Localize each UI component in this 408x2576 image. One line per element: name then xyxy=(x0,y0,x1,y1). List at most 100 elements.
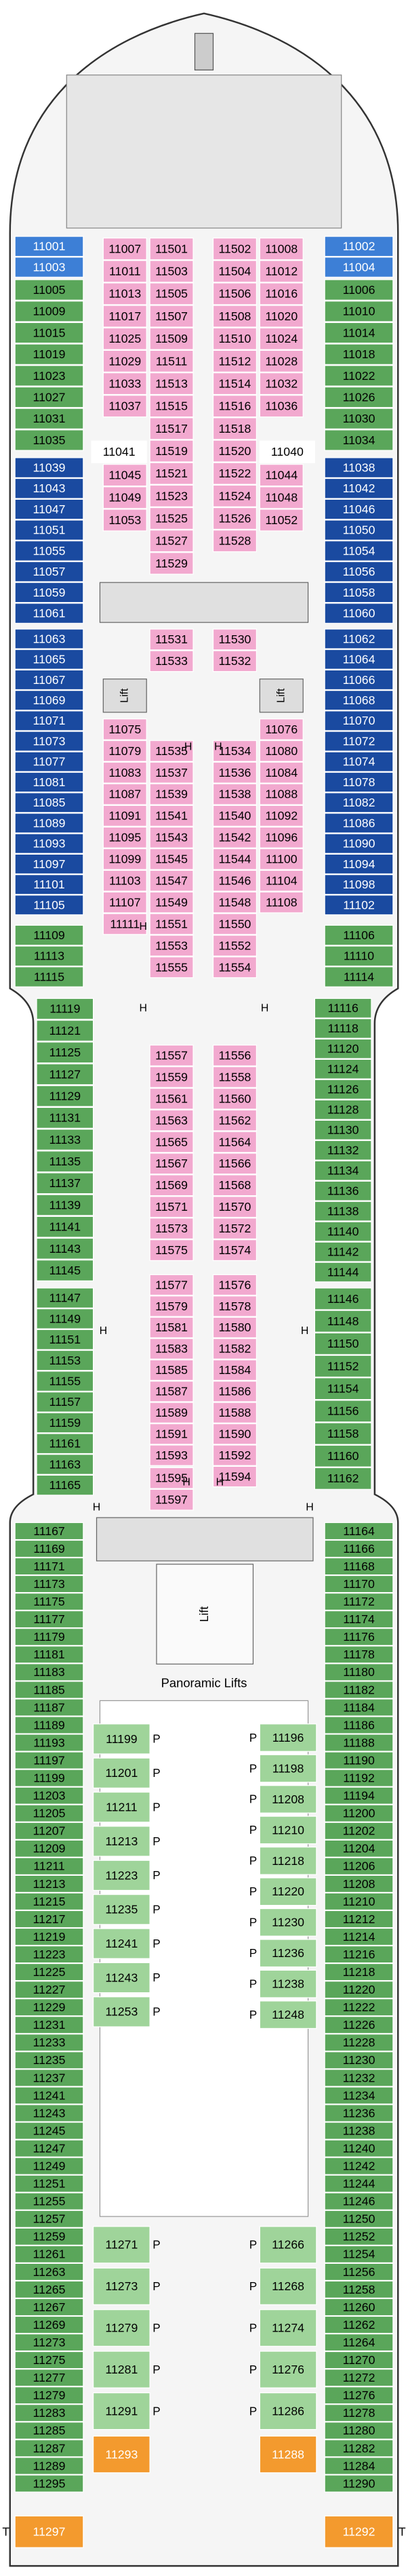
cabin-number: 11129 xyxy=(49,1089,81,1102)
cabin-number: 11567 xyxy=(155,1157,188,1170)
cabin-number: 11209 xyxy=(33,1842,66,1855)
cabin-number: 11293 xyxy=(105,2447,138,2461)
cabin-number: 11229 xyxy=(33,2000,66,2014)
cabin-number: 11217 xyxy=(33,1912,66,1926)
cabin xyxy=(324,1822,394,1840)
cabin-number: 11218 xyxy=(272,1854,304,1868)
cabin-number: 11218 xyxy=(343,1965,375,1979)
cabin-number: 11503 xyxy=(155,265,188,278)
cabin-number: 11115 xyxy=(34,970,64,983)
cabin-number: 11215 xyxy=(33,1895,66,1908)
cabin xyxy=(259,1846,317,1875)
cabin-number: 11222 xyxy=(343,2000,375,2014)
cabin xyxy=(14,301,84,322)
cabin xyxy=(212,650,258,672)
cabin-number: 11127 xyxy=(49,1067,81,1081)
cabin-number: 11202 xyxy=(343,1824,375,1838)
cabin xyxy=(212,439,258,463)
cabin-number: 11143 xyxy=(49,1242,81,1255)
cabin-number: 11210 xyxy=(272,1823,304,1837)
cabin xyxy=(259,1969,317,1998)
cabin xyxy=(259,1877,317,1906)
cabin xyxy=(324,2122,394,2140)
cabin xyxy=(14,2404,84,2422)
cabin xyxy=(324,2210,394,2228)
cabin xyxy=(14,1998,84,2017)
cabin xyxy=(259,305,304,328)
cabin xyxy=(314,1287,372,1310)
cabin-number: 11242 xyxy=(343,2160,375,2173)
cabin xyxy=(14,257,84,278)
cabin-number: 11272 xyxy=(343,2371,375,2384)
cabin-number: 11288 xyxy=(272,2447,304,2461)
cabin-number: 11090 xyxy=(343,837,375,851)
cabin xyxy=(324,1698,394,1717)
cabin xyxy=(102,237,147,261)
pool-marker: P xyxy=(152,2363,160,2376)
cabin-number: 11531 xyxy=(155,632,188,646)
cabin xyxy=(149,1423,194,1445)
cabin xyxy=(14,2122,84,2140)
cabin-number: 11155 xyxy=(49,1375,81,1388)
cabin xyxy=(14,895,84,916)
cabin-number: 11063 xyxy=(33,632,66,645)
cabin xyxy=(149,826,194,849)
cabin xyxy=(14,2245,84,2264)
lift-shaft xyxy=(259,679,304,713)
cabin-number: 11139 xyxy=(49,1198,81,1211)
cabin xyxy=(324,2104,394,2122)
cabin xyxy=(314,1221,372,1242)
stairs xyxy=(99,582,309,623)
cabin xyxy=(259,1908,317,1937)
cabin xyxy=(314,1467,372,1490)
cabin-number: 11134 xyxy=(327,1164,359,1178)
cabin xyxy=(14,2139,84,2158)
cabin-number: 11071 xyxy=(33,714,66,727)
cabin xyxy=(14,710,84,731)
cabin xyxy=(36,1216,94,1238)
cabin xyxy=(14,2262,84,2281)
cabin xyxy=(324,1734,394,1752)
cabin xyxy=(92,1928,150,1959)
cabin-number: 11027 xyxy=(33,390,66,404)
cabin-number: 11528 xyxy=(219,534,251,548)
cabin xyxy=(324,2245,394,2264)
cabin xyxy=(149,260,194,283)
cabin-number: 11204 xyxy=(343,1842,375,1855)
pool-marker: P xyxy=(152,1971,160,1984)
cabin xyxy=(324,1998,394,2017)
cabin xyxy=(324,792,394,813)
cabin xyxy=(149,395,194,418)
cabin xyxy=(324,1574,394,1593)
cabin xyxy=(259,282,304,305)
cabin-number: 11010 xyxy=(343,305,375,318)
cabin xyxy=(14,582,84,603)
cabin xyxy=(212,507,258,530)
cabin xyxy=(92,1826,150,1857)
cabin-number: 11091 xyxy=(108,809,141,823)
cabin xyxy=(14,1522,84,1541)
cabin xyxy=(149,1109,194,1132)
pool-marker: P xyxy=(249,2279,257,2293)
cabin-number: 11558 xyxy=(219,1070,251,1083)
cabin-number: 11163 xyxy=(49,1457,81,1471)
cabin xyxy=(212,1295,258,1317)
cabin-number: 11022 xyxy=(343,369,375,383)
cabin xyxy=(14,1734,84,1752)
cabin-number: 11533 xyxy=(155,654,188,668)
cabin-number: 11231 xyxy=(33,2018,66,2032)
cabin-number: 11271 xyxy=(105,2238,138,2252)
cabin-number: 11512 xyxy=(219,354,251,368)
cabin xyxy=(212,804,258,827)
cabin-number: 11167 xyxy=(33,1524,65,1538)
cabin xyxy=(14,1610,84,1629)
cabin-number: 11509 xyxy=(155,332,188,345)
cabin-number: 11553 xyxy=(155,939,188,952)
cabin-number: 11135 xyxy=(49,1155,81,1168)
cabin xyxy=(149,761,194,783)
cabin xyxy=(102,349,147,372)
cabin-number: 11080 xyxy=(265,744,298,758)
cabin-number: 11008 xyxy=(265,242,298,255)
cabin xyxy=(259,2392,317,2430)
